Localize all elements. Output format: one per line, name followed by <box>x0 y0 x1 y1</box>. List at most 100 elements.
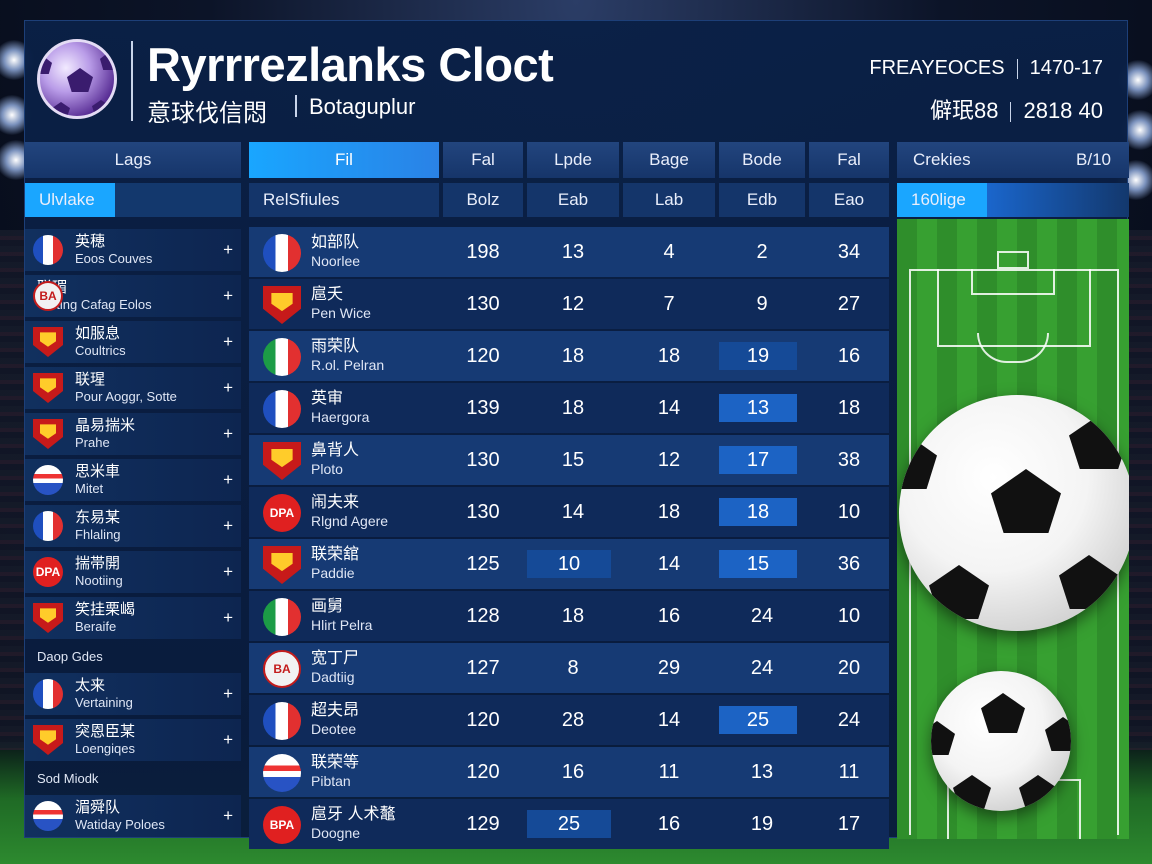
stat-cell-1: 128 <box>466 604 500 627</box>
expand-plus-icon[interactable]: + <box>223 470 233 489</box>
column-header-4[interactable]: Bode <box>719 142 805 178</box>
stat-cell-2: 10 <box>527 550 611 578</box>
stat-cell-4: 13 <box>750 760 774 783</box>
expand-plus-icon[interactable]: + <box>223 562 233 581</box>
team-subtitle: Rlgnd Agere <box>311 513 389 529</box>
table-row[interactable]: 如部队 Noorlee 198 13 4 2 34 <box>249 227 889 277</box>
subtitle-divider <box>295 95 297 117</box>
column-header-5[interactable]: Fal <box>809 142 889 178</box>
column-header-2[interactable]: Lpde <box>527 142 619 178</box>
expand-plus-icon[interactable]: + <box>223 286 233 305</box>
stat-cell-3: 18 <box>657 500 681 523</box>
stat-cell-4: 19 <box>750 812 774 835</box>
table-row[interactable]: BPA 扈牙 人术鼇 Doogne 129 25 16 19 17 <box>249 799 889 849</box>
team-name: 联荣等 <box>311 754 360 771</box>
stat-cell-5: 20 <box>837 656 861 679</box>
soccer-ball-large-icon <box>899 395 1129 631</box>
team-subtitle: Pibtan <box>311 773 351 789</box>
team-badge-icon <box>263 546 301 584</box>
table-row[interactable]: 画舅 Hlirt Pelra 128 18 16 24 10 <box>249 591 889 641</box>
league-list-item[interactable]: 东易某 Fhlaling + <box>25 505 241 547</box>
table-row[interactable]: 超夫昂 Deotee 120 28 14 25 24 <box>249 695 889 745</box>
stat-cell-1: 139 <box>466 396 500 419</box>
expand-plus-icon[interactable]: + <box>223 516 233 535</box>
stat-cell-3: 14 <box>657 552 681 575</box>
league-list-item[interactable]: 笑挂栗嵑 Beraife + <box>25 597 241 639</box>
table-row[interactable]: 扈夭 Pen Wice 130 12 7 9 27 <box>249 279 889 329</box>
team-name: 画舅 <box>311 598 344 615</box>
team-name: 扈牙 人术鼇 <box>311 806 396 823</box>
team-name: 闹夫来 <box>311 494 360 511</box>
standings-table: 如部队 Noorlee 198 13 4 2 34 扈夭 Pen Wice 130 12 7 9 27 雨荣… <box>249 227 889 851</box>
expand-plus-icon[interactable]: + <box>223 240 233 259</box>
tab-leagues[interactable]: Lags <box>25 142 241 178</box>
team-name: 扈夭 <box>311 286 344 303</box>
stat-cell-1: 129 <box>466 812 500 835</box>
league-item-name: 思米車 <box>75 463 121 480</box>
column-header-1[interactable]: Fal <box>443 142 523 178</box>
stat-cell-4: 24 <box>750 604 774 627</box>
league-list-item[interactable]: 联瑆 Pour Aoggr, Sotte + <box>25 367 241 409</box>
team-badge-icon <box>263 598 301 636</box>
stat-cell-2: 28 <box>561 708 585 731</box>
league-list-item[interactable]: 思米車 Mitet + <box>25 459 241 501</box>
subheader-4: Edb <box>719 183 805 217</box>
expand-plus-icon[interactable]: + <box>223 684 233 703</box>
stat-cell-5: 17 <box>837 812 861 835</box>
team-badge-icon <box>263 702 301 740</box>
expand-plus-icon[interactable]: + <box>223 424 233 443</box>
subheader-3: Lab <box>623 183 715 217</box>
expand-plus-icon[interactable]: + <box>223 730 233 749</box>
expand-plus-icon[interactable]: + <box>223 806 233 825</box>
team-badge-icon: BA <box>33 281 63 311</box>
league-list-item[interactable]: 英穂 Eoos Couves + <box>25 229 241 271</box>
table-row[interactable]: DPA 闹夫来 Rlgnd Agere 130 14 18 18 10 <box>249 487 889 537</box>
tab-active[interactable]: Fil <box>249 142 439 178</box>
table-row[interactable]: 雨荣队 R.ol. Pelran 120 18 18 19 16 <box>249 331 889 381</box>
league-item-subtitle: Mitet <box>75 481 104 496</box>
league-item-name: 笑挂栗嵑 <box>75 601 136 618</box>
league-list-item[interactable]: 如服息 Coultrics + <box>25 321 241 363</box>
expand-plus-icon[interactable]: + <box>223 332 233 351</box>
stat-cell-2: 12 <box>561 292 585 315</box>
team-badge-icon <box>33 327 63 357</box>
league-list-item[interactable]: BA联瑂Yarting Cafag Eolos+ <box>25 275 241 317</box>
league-item-subtitle: Coultrics <box>75 343 126 358</box>
left-subheader[interactable]: Ulvlake <box>25 183 241 217</box>
team-badge-icon <box>33 235 63 265</box>
team-badge-icon <box>33 679 63 709</box>
column-header-3[interactable]: Bage <box>623 142 715 178</box>
header-stat-bottom: 僻珉88 2818 40 <box>930 93 1103 125</box>
header-stat-top-value: 1470-17 <box>1029 57 1103 79</box>
team-badge-icon <box>33 603 63 633</box>
team-badge-icon <box>33 465 63 495</box>
table-row[interactable]: 联荣舘 Paddie 125 10 14 15 36 <box>249 539 889 589</box>
right-subheader: 160lige <box>897 183 1129 217</box>
tab-right-panel[interactable]: Crekies B/10 <box>897 142 1129 178</box>
league-list-item[interactable]: 突恩臣某 Loengiqes + <box>25 719 241 761</box>
league-list-item[interactable]: DPA 揣帯開 Nootiing + <box>25 551 241 593</box>
table-row[interactable]: 英审 Haergora 139 18 14 13 18 <box>249 383 889 433</box>
table-row[interactable]: 联荣等 Pibtan 120 16 11 13 11 <box>249 747 889 797</box>
league-item-subtitle: Pour Aoggr, Sotte <box>75 389 177 404</box>
team-badge-icon <box>33 725 63 755</box>
stat-cell-4: 13 <box>719 394 797 422</box>
league-list-item[interactable]: 晶易揣米 Prahe + <box>25 413 241 455</box>
league-list-item[interactable]: 太来 Vertaining + <box>25 673 241 715</box>
league-item-name: 揣帯開 <box>75 555 121 572</box>
league-group-heading: Sod Miodk <box>37 770 99 786</box>
table-row[interactable]: BA 宽丁尸 Dadtiig 127 8 29 24 20 <box>249 643 889 693</box>
expand-plus-icon[interactable]: + <box>223 608 233 627</box>
stat-cell-1: 130 <box>466 448 500 471</box>
stat-cell-5: 36 <box>837 552 861 575</box>
right-panel-value: B/10 <box>1076 150 1111 169</box>
stat-cell-4: 24 <box>750 656 774 679</box>
subtitle-chinese: 意球伐信悶 <box>147 100 267 127</box>
app-header: Ryrrrezlanks Cloct 意球伐信悶 Botaguplur FREA… <box>25 21 1127 139</box>
league-item-subtitle: Watiday Poloes <box>75 817 165 832</box>
stat-cell-5: 24 <box>837 708 861 731</box>
expand-plus-icon[interactable]: + <box>223 378 233 397</box>
table-row[interactable]: 鼻背人 Ploto 130 15 12 17 38 <box>249 435 889 485</box>
header-stat-bottom-value: 2818 40 <box>1023 98 1103 123</box>
league-list-item[interactable]: 湄舜队 Watiday Poloes + <box>25 795 241 837</box>
